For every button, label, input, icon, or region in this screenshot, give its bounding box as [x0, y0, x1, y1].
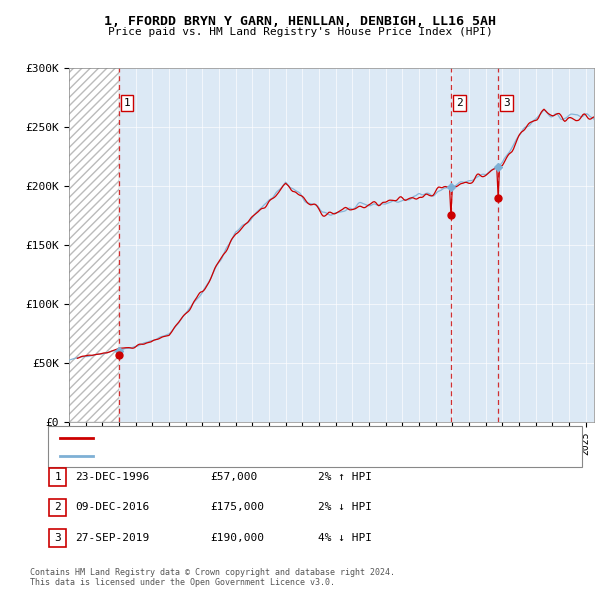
Bar	[69, 68, 119, 422]
Text: 3: 3	[503, 99, 510, 108]
Text: 3: 3	[54, 533, 61, 543]
Text: HPI: Average price, detached house, Denbighshire: HPI: Average price, detached house, Denb…	[96, 451, 378, 461]
Text: 23-DEC-1996: 23-DEC-1996	[75, 472, 149, 481]
Bar	[69, 68, 119, 422]
Text: £175,000: £175,000	[210, 503, 264, 512]
Text: £190,000: £190,000	[210, 533, 264, 543]
Text: 2: 2	[54, 503, 61, 512]
Text: £57,000: £57,000	[210, 472, 257, 481]
Text: Price paid vs. HM Land Registry's House Price Index (HPI): Price paid vs. HM Land Registry's House …	[107, 27, 493, 37]
Text: Contains HM Land Registry data © Crown copyright and database right 2024.
This d: Contains HM Land Registry data © Crown c…	[30, 568, 395, 587]
Text: 1: 1	[54, 472, 61, 481]
Text: 1, FFORDD BRYN Y GARN, HENLLAN, DENBIGH, LL16 5AH (detached house): 1, FFORDD BRYN Y GARN, HENLLAN, DENBIGH,…	[96, 432, 484, 442]
Text: 4% ↓ HPI: 4% ↓ HPI	[318, 533, 372, 543]
Text: 2% ↑ HPI: 2% ↑ HPI	[318, 472, 372, 481]
Text: 27-SEP-2019: 27-SEP-2019	[75, 533, 149, 543]
Text: 09-DEC-2016: 09-DEC-2016	[75, 503, 149, 512]
Text: 1: 1	[124, 99, 130, 108]
Text: 2% ↓ HPI: 2% ↓ HPI	[318, 503, 372, 512]
Text: 1, FFORDD BRYN Y GARN, HENLLAN, DENBIGH, LL16 5AH: 1, FFORDD BRYN Y GARN, HENLLAN, DENBIGH,…	[104, 15, 496, 28]
Text: 2: 2	[456, 99, 463, 108]
